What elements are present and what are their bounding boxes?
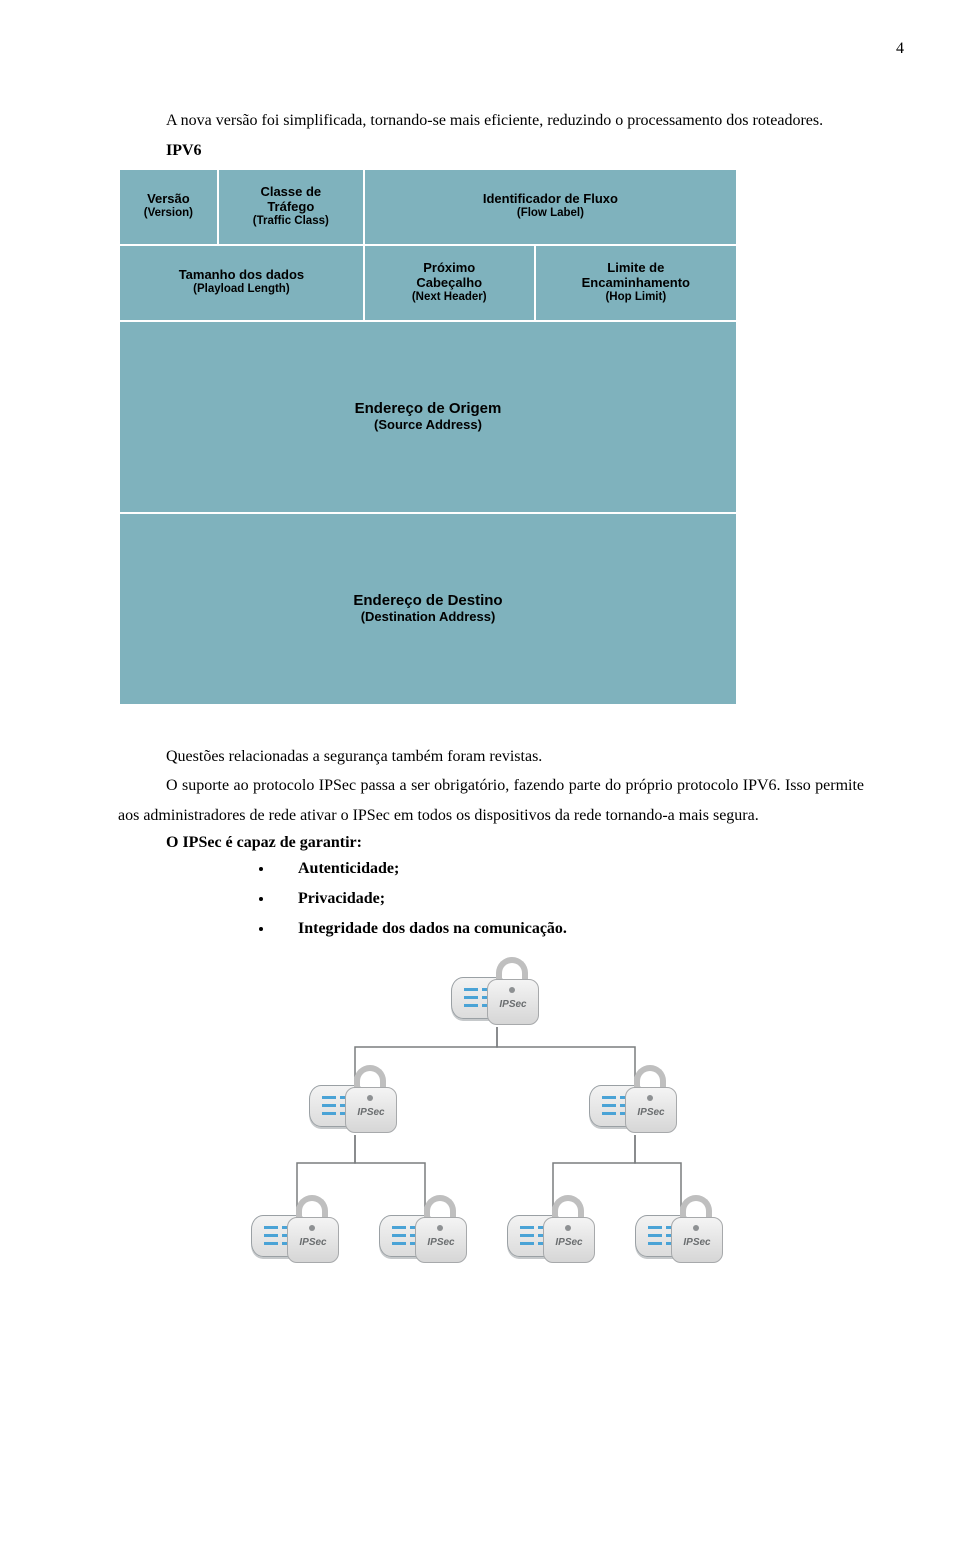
paragraph-suporte: O suporte ao protocolo IPSec passa a ser… — [118, 771, 864, 830]
cell-prox-title: Próximo Cabeçalho — [367, 261, 532, 291]
lock-icon: IPSec — [413, 1195, 469, 1265]
cell-destino-title: Endereço de Destino — [122, 592, 734, 609]
lock-label: IPSec — [287, 1237, 339, 1248]
cell-classe-sub: (Traffic Class) — [221, 215, 361, 229]
topology-node-bottom-1: IPSec — [251, 1195, 343, 1267]
bullet-privacidade: Privacidade; — [274, 884, 864, 914]
topology-node-top: IPSec — [451, 957, 543, 1029]
cell-origem-title: Endereço de Origem — [122, 400, 734, 417]
lock-label: IPSec — [345, 1107, 397, 1118]
cell-versao-sub: (Version) — [122, 207, 215, 221]
cell-hop-title: Limite de Encaminhamento — [538, 261, 734, 291]
cell-versao-title: Versão — [122, 192, 215, 207]
cell-prox-sub: (Next Header) — [367, 291, 532, 305]
cell-fluxo-title: Identificador de Fluxo — [367, 192, 734, 207]
ipsec-bullet-list: Autenticidade; Privacidade; Integridade … — [274, 854, 864, 943]
paragraph-questoes: Questões relacionadas a segurança também… — [118, 742, 864, 772]
heading-ipv6: IPV6 — [118, 142, 864, 160]
lock-icon: IPSec — [343, 1065, 399, 1135]
cell-classe-title: Classe de Tráfego — [221, 185, 361, 215]
cell-destino-sub: (Destination Address) — [122, 609, 734, 625]
ipv6-header-diagram: Versão (Version) Classe de Tráfego (Traf… — [118, 168, 738, 706]
topology-node-bottom-2: IPSec — [379, 1195, 471, 1267]
lock-label: IPSec — [625, 1107, 677, 1118]
lock-label: IPSec — [415, 1237, 467, 1248]
lock-icon: IPSec — [623, 1065, 679, 1135]
topology-node-mid-left: IPSec — [309, 1065, 401, 1137]
lock-icon: IPSec — [485, 957, 541, 1027]
intro-paragraph: A nova versão foi simplificada, tornando… — [118, 106, 864, 136]
cell-origem-sub: (Source Address) — [122, 417, 734, 433]
topology-node-bottom-4: IPSec — [635, 1195, 727, 1267]
lock-label: IPSec — [543, 1237, 595, 1248]
lock-icon: IPSec — [669, 1195, 725, 1265]
lock-icon: IPSec — [541, 1195, 597, 1265]
topology-node-bottom-3: IPSec — [507, 1195, 599, 1267]
page-number: 4 — [118, 40, 904, 58]
lock-icon: IPSec — [285, 1195, 341, 1265]
lock-label: IPSec — [487, 999, 539, 1010]
bullet-autenticidade: Autenticidade; — [274, 854, 864, 884]
cell-tamanho-sub: (Playload Length) — [122, 283, 361, 297]
ipsec-heading: O IPSec é capaz de garantir: — [118, 834, 864, 852]
topology-node-mid-right: IPSec — [589, 1065, 681, 1137]
bullet-integridade: Integridade dos dados na comunicação. — [274, 914, 864, 944]
cell-hop-sub: (Hop Limit) — [538, 291, 734, 305]
lock-label: IPSec — [671, 1237, 723, 1248]
cell-tamanho-title: Tamanho dos dados — [122, 268, 361, 283]
cell-fluxo-sub: (Flow Label) — [367, 207, 734, 221]
ipsec-topology-diagram: IPSec IPSec IPSec IPSec IPSec — [251, 957, 731, 1287]
